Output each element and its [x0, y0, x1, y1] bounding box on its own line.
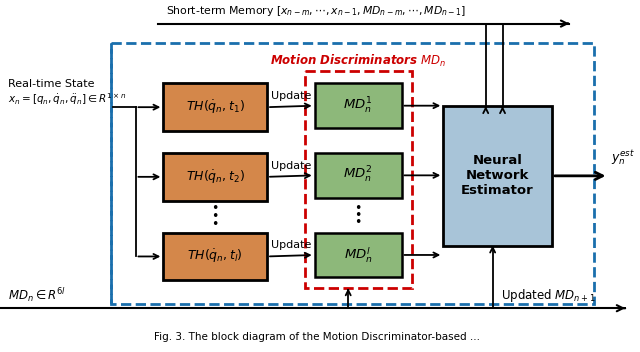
Bar [163, 83, 267, 131]
Text: Update: Update [271, 240, 311, 251]
Text: Update: Update [271, 91, 311, 101]
Text: •: • [355, 202, 362, 215]
Text: •: • [355, 216, 362, 228]
Text: Neural
Network
Estimator: Neural Network Estimator [461, 154, 534, 197]
Text: $MD_n \in R^{6l}$: $MD_n \in R^{6l}$ [8, 286, 66, 304]
Bar [443, 106, 552, 245]
Bar [315, 233, 402, 277]
Text: $MD_n^1$: $MD_n^1$ [344, 96, 373, 116]
Text: •: • [211, 210, 219, 223]
Bar [315, 83, 402, 128]
Text: •: • [211, 218, 219, 231]
Text: $x_n = [q_n, \dot{q}_n, \ddot{q}_n] \in R^{1\times n}$: $x_n = [q_n, \dot{q}_n, \ddot{q}_n] \in … [8, 91, 126, 107]
Bar [315, 153, 402, 198]
Text: $y_n^{est}$: $y_n^{est}$ [611, 149, 636, 168]
Text: $MD_n^l$: $MD_n^l$ [344, 245, 372, 265]
Text: •: • [211, 202, 219, 215]
Bar [163, 153, 267, 201]
Bar [305, 71, 412, 288]
Text: $MD_n^2$: $MD_n^2$ [344, 165, 373, 186]
Text: Updated $MD_{n+1}$: Updated $MD_{n+1}$ [500, 287, 595, 304]
Bar [163, 233, 267, 280]
Text: $TH(\dot{q}_n, t_l)$: $TH(\dot{q}_n, t_l)$ [188, 248, 243, 265]
Bar [111, 44, 593, 304]
Text: $TH(\dot{q}_n, t_1)$: $TH(\dot{q}_n, t_1)$ [186, 99, 244, 116]
Text: Fig. 3. The block diagram of the Motion Discriminator-based ...: Fig. 3. The block diagram of the Motion … [154, 332, 479, 342]
Text: Short-term Memory $[x_{n-m}, \cdots, x_{n-1}, MD_{n-m}, \cdots, MD_{n-1}]$: Short-term Memory $[x_{n-m}, \cdots, x_{… [166, 4, 467, 18]
Text: •: • [355, 209, 362, 222]
Text: $TH(\dot{q}_n, t_2)$: $TH(\dot{q}_n, t_2)$ [186, 168, 244, 186]
Text: Motion Discriminators $MD_n$: Motion Discriminators $MD_n$ [270, 53, 446, 69]
Text: Update: Update [271, 161, 311, 171]
Text: Real-time State: Real-time State [8, 79, 95, 89]
